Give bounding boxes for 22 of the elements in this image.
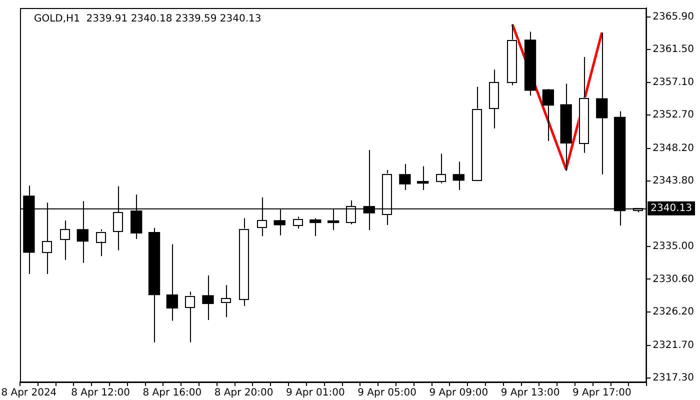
y-tick-label: 2335.00 xyxy=(652,241,694,252)
y-tick-label: 2326.20 xyxy=(652,306,694,318)
y-tick-label: 2352.70 xyxy=(652,110,694,121)
y-tick-label: 2365.90 xyxy=(652,12,694,23)
x-tick-label: 9 Apr 01:00 xyxy=(286,388,345,399)
x-tick-label: 8 Apr 2024 xyxy=(1,388,57,399)
ref-line-label: 2340.13 xyxy=(650,202,692,214)
x-tick-label: 9 Apr 13:00 xyxy=(500,388,560,399)
x-tick-label: 9 Apr 09:00 xyxy=(429,388,488,399)
y-tick-label: 2343.80 xyxy=(652,176,694,187)
x-tick-label: 9 Apr 17:00 xyxy=(572,388,632,399)
x-tick-label: 8 Apr 20:00 xyxy=(214,388,274,399)
x-tick-label: 8 Apr 16:00 xyxy=(142,388,202,399)
y-tick-label: 2317.30 xyxy=(652,372,694,384)
y-tick-label: 2321.70 xyxy=(652,340,694,351)
text: GOLD,H1 2339.91 2340.18 2339.59 2340.13 xyxy=(34,14,262,25)
x-tick-label: 8 Apr 12:00 xyxy=(71,388,130,399)
x-tick-label: 9 Apr 05:00 xyxy=(358,388,416,399)
y-tick-label: 2348.20 xyxy=(652,143,694,154)
y-tick-label: 2357.10 xyxy=(652,76,694,88)
y-tick-label: 2330.60 xyxy=(652,274,694,285)
y-tick-label: 2361.50 xyxy=(652,44,694,56)
